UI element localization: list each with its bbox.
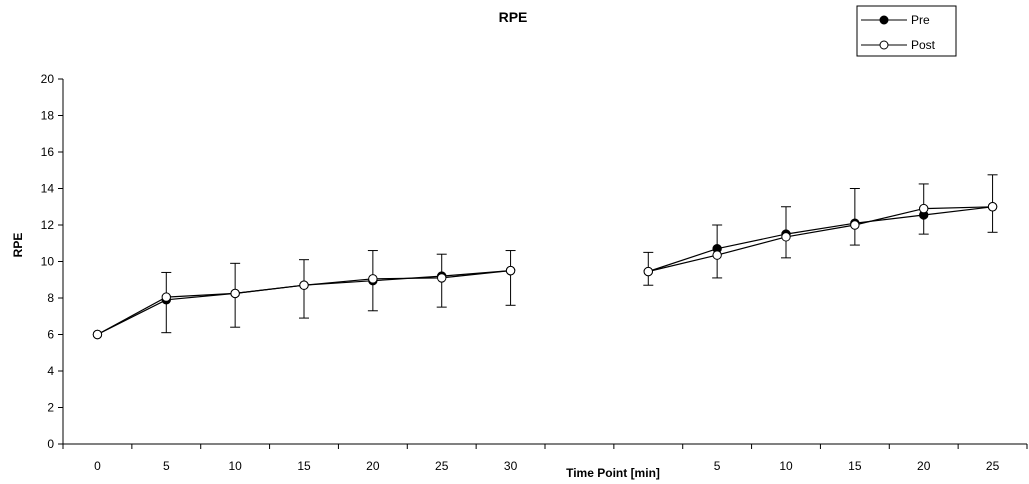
y-tick-label: 20 (41, 72, 55, 86)
series-line-post (648, 206, 993, 273)
data-point-post (161, 292, 171, 302)
y-tick-label: 2 (47, 401, 54, 415)
chart-title: RPE (499, 9, 528, 25)
y-tick-label: 4 (47, 364, 54, 378)
data-point-post (850, 220, 860, 230)
data-point-post (919, 203, 929, 214)
x-tick-label: 25 (986, 459, 1000, 473)
y-tick-label: 18 (41, 109, 55, 123)
x-tick-label: 10 (228, 459, 242, 473)
x-tick-label: 30 (504, 459, 518, 473)
data-point-post (230, 288, 240, 299)
x-tick-label: 5 (714, 459, 721, 473)
legend-label-pre: Pre (911, 13, 930, 27)
data-point-post (781, 232, 791, 242)
data-point-post (987, 202, 998, 212)
data-point-post (437, 273, 447, 283)
legend-marker-post (879, 40, 889, 50)
y-tick-label: 16 (41, 145, 55, 159)
y-tick-label: 8 (47, 291, 54, 305)
legend: Pre Post (856, 5, 957, 57)
legend-box (856, 5, 957, 57)
data-point-post (92, 329, 103, 340)
y-tick-label: 12 (41, 218, 55, 232)
y-tick-label: 14 (41, 182, 55, 196)
x-tick-label: 10 (779, 459, 793, 473)
data-point-post (643, 266, 653, 277)
error-bars-group (161, 174, 998, 334)
y-tick-label: 0 (47, 437, 54, 451)
x-tick-label: 15 (297, 459, 311, 473)
legend-marker-pre (879, 15, 889, 25)
y-tick-label: 10 (41, 255, 55, 269)
data-point-post (368, 274, 378, 284)
x-axis-title: Time Point [min] (566, 466, 660, 480)
x-tick-label: 20 (366, 459, 380, 473)
series-line-pre (648, 206, 993, 273)
data-point-post (505, 265, 516, 276)
x-tick-label: 5 (163, 459, 170, 473)
x-tick-label: 0 (94, 459, 101, 473)
legend-label-post: Post (911, 38, 936, 52)
data-point-post (712, 250, 722, 260)
y-tick-label: 6 (47, 328, 54, 342)
data-point-post (299, 280, 309, 290)
x-tick-label: 25 (435, 459, 449, 473)
data-points-group (92, 202, 998, 340)
y-axis-title: RPE (11, 233, 25, 258)
x-tick-label: 20 (917, 459, 931, 473)
x-tick-label: 15 (848, 459, 862, 473)
axes-group: 0 2 4 6 8 10 12 14 16 18 20 0 5 10 15 20 25 30 5 10 15 20 25 (41, 72, 1028, 473)
